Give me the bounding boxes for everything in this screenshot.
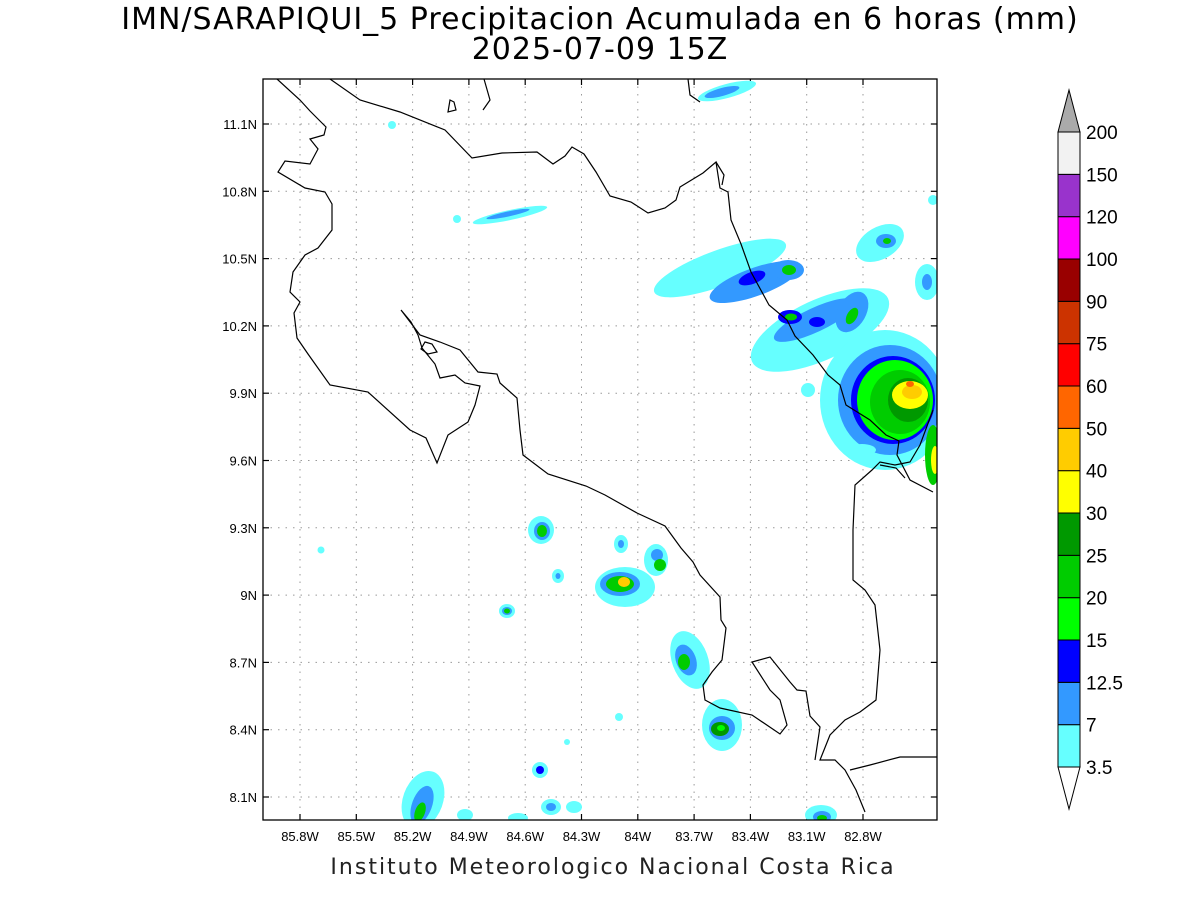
colorbar-swatch	[1057, 343, 1081, 387]
lat-label: 8.1N	[230, 790, 257, 805]
colorbar-swatch	[1057, 258, 1081, 302]
lat-label: 9.9N	[230, 386, 257, 401]
lon-label: 83.7W	[675, 829, 713, 844]
lon-label: 82.8W	[844, 829, 882, 844]
colorbar-swatch	[1057, 681, 1081, 726]
longitude-labels: 85.8W 85.5W 85.2W 84.9W 84.6W 84.3W 84W 83.7W 83…	[281, 829, 882, 844]
colorbar-swatch	[1057, 131, 1081, 175]
colorbar-label: 90	[1086, 292, 1107, 313]
lon-label: 84.9W	[450, 829, 488, 844]
colorbar-label: 150	[1086, 165, 1118, 186]
colorbar-swatch	[1057, 554, 1081, 599]
colorbar-swatch	[1057, 173, 1081, 218]
lat-label: 9.3N	[230, 521, 257, 536]
colorbar-swatch	[1057, 470, 1081, 514]
lon-label: 85.8W	[281, 829, 319, 844]
lon-label: 84.6W	[506, 829, 544, 844]
colorbar-swatch	[1057, 300, 1081, 345]
colorbar-label: 40	[1086, 462, 1107, 483]
colorbar-label: 25	[1086, 546, 1107, 567]
lat-label: 11.1N	[223, 117, 257, 132]
colorbar-label: 12.5	[1086, 673, 1123, 694]
lon-label: 84.3W	[563, 829, 601, 844]
colorbar-label: 120	[1086, 208, 1118, 229]
colorbar: 3.5 7 12.5 15 20 25 30 40 50 60 75 90 100 120 150 200	[1057, 88, 1123, 811]
colorbar-swatch	[1057, 427, 1081, 472]
colorbar-label: 7	[1086, 716, 1097, 737]
colorbar-label: 100	[1086, 250, 1118, 271]
map-gridlines	[263, 79, 937, 820]
colorbar-swatch	[1057, 724, 1081, 768]
lon-label: 83.1W	[788, 829, 826, 844]
colorbar-arrow-bottom	[1057, 766, 1081, 811]
lat-label: 8.4N	[230, 723, 257, 738]
colorbar-label: 30	[1086, 504, 1107, 525]
colorbar-swatch	[1057, 216, 1081, 260]
chart-subtitle: 2025-07-09 15Z	[471, 32, 729, 67]
colorbar-label: 3.5	[1086, 758, 1112, 779]
colorbar-swatch	[1057, 597, 1081, 641]
map-frame	[262, 78, 938, 821]
lat-label: 10.2N	[222, 319, 257, 334]
lat-label: 10.5N	[222, 252, 257, 267]
lat-label: 8.7N	[230, 655, 257, 670]
colorbar-label: 50	[1086, 419, 1107, 440]
credit-text: Instituto Meteorologico Nacional Costa R…	[330, 855, 896, 880]
colorbar-swatch	[1057, 639, 1081, 683]
colorbar-label: 200	[1086, 123, 1118, 144]
lon-label: 85.2W	[394, 829, 432, 844]
colorbar-label: 15	[1086, 631, 1107, 652]
lat-label: 10.8N	[222, 184, 257, 199]
colorbar-label: 20	[1086, 589, 1107, 610]
colorbar-swatch	[1057, 385, 1081, 429]
colorbar-swatch	[1057, 512, 1081, 556]
lat-label: 9.6N	[230, 454, 257, 469]
chart-title: IMN/SARAPIQUI_5 Precipitacion Acumulada …	[121, 2, 1079, 37]
lon-label: 83.4W	[732, 829, 770, 844]
lat-label: 9N	[240, 588, 257, 603]
colorbar-arrow-top	[1057, 88, 1081, 133]
colorbar-label: 60	[1086, 377, 1107, 398]
latitude-labels: 11.1N 10.8N 10.5N 10.2N 9.9N 9.6N 9.3N 9N 8.7N 8.…	[222, 117, 257, 805]
coastline	[276, 79, 937, 813]
lon-label: 85.5W	[338, 829, 376, 844]
colorbar-label: 75	[1086, 335, 1107, 356]
precipitation-field	[317, 80, 937, 820]
lon-label: 84W	[624, 829, 651, 844]
